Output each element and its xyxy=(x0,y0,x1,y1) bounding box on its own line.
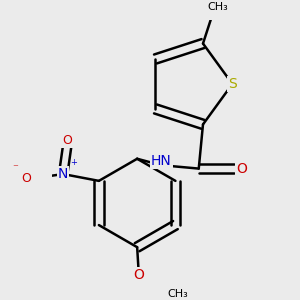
Text: S: S xyxy=(228,77,237,91)
Text: O: O xyxy=(22,172,32,185)
Text: +: + xyxy=(70,158,77,167)
Text: CH₃: CH₃ xyxy=(207,2,228,12)
Text: N: N xyxy=(58,167,68,181)
Text: O: O xyxy=(134,268,144,282)
Text: O: O xyxy=(236,162,247,176)
Text: O: O xyxy=(62,134,72,147)
Text: CH₃: CH₃ xyxy=(167,289,188,299)
Text: ⁻: ⁻ xyxy=(12,163,18,173)
Text: HN: HN xyxy=(151,154,172,168)
